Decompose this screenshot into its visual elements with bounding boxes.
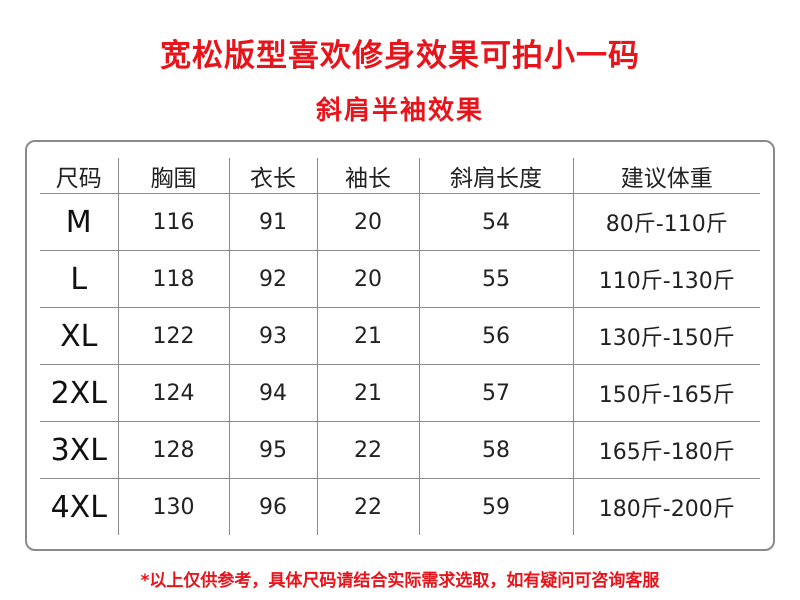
table-header-row: 尺码 胸围 衣长 袖长 斜肩长度 建议体重 xyxy=(40,158,760,194)
table-row: 3XL 128 95 22 58 165斤-180斤 xyxy=(40,421,760,479)
cell-chest: 130 xyxy=(117,478,229,535)
cell-sleeve: 20 xyxy=(316,250,419,308)
cell-length: 96 xyxy=(228,478,317,535)
cell-size: L xyxy=(40,250,118,308)
cell-shoulder: 59 xyxy=(418,478,573,535)
cell-sleeve: 21 xyxy=(316,364,419,422)
size-chart-frame xyxy=(25,140,775,551)
cell-shoulder: 56 xyxy=(418,307,573,365)
header-weight: 建议体重 xyxy=(572,158,760,194)
cell-length: 93 xyxy=(228,307,317,365)
cell-weight: 80斤-110斤 xyxy=(572,193,760,251)
cell-shoulder: 55 xyxy=(418,250,573,308)
cell-sleeve: 22 xyxy=(316,421,419,479)
cell-sleeve: 20 xyxy=(316,193,419,251)
table-row: XL 122 93 21 56 130斤-150斤 xyxy=(40,307,760,365)
cell-chest: 116 xyxy=(117,193,229,251)
page-subtitle: 斜肩半袖效果 xyxy=(315,96,484,126)
cell-length: 91 xyxy=(228,193,317,251)
cell-shoulder: 58 xyxy=(418,421,573,479)
cell-length: 92 xyxy=(228,250,317,308)
table-row: L 118 92 20 55 110斤-130斤 xyxy=(40,250,760,308)
cell-chest: 118 xyxy=(117,250,229,308)
cell-chest: 122 xyxy=(117,307,229,365)
disclaimer-note: *以上仅供参考，具体尺码请结合实际需求选取，如有疑问可咨询客服 xyxy=(140,571,660,591)
page-title: 宽松版型喜欢修身效果可拍小一码 xyxy=(160,38,640,74)
cell-weight: 110斤-130斤 xyxy=(572,250,760,308)
header-shoulder: 斜肩长度 xyxy=(418,158,573,194)
cell-weight: 150斤-165斤 xyxy=(572,364,760,422)
size-chart-table: 尺码 胸围 衣长 袖长 斜肩长度 建议体重 M 116 91 20 54 80斤-110斤… xyxy=(40,158,760,535)
table-row: M 116 91 20 54 80斤-110斤 xyxy=(40,193,760,251)
header-chest: 胸围 xyxy=(117,158,229,194)
header-size: 尺码 xyxy=(40,158,118,194)
cell-size: XL xyxy=(40,307,118,365)
cell-chest: 128 xyxy=(117,421,229,479)
cell-size: 4XL xyxy=(40,478,118,535)
cell-sleeve: 22 xyxy=(316,478,419,535)
cell-size: M xyxy=(65,204,92,240)
cell-sleeve: 21 xyxy=(316,307,419,365)
cell-length: 94 xyxy=(228,364,317,422)
table-row: 4XL 130 96 22 59 180斤-200斤 xyxy=(40,478,760,535)
table-row: 2XL 124 94 21 57 150斤-165斤 xyxy=(40,364,760,422)
cell-shoulder: 57 xyxy=(418,364,573,422)
cell-size: 2XL xyxy=(40,364,118,422)
header-length: 衣长 xyxy=(228,158,317,194)
cell-chest: 124 xyxy=(117,364,229,422)
cell-weight: 130斤-150斤 xyxy=(572,307,760,365)
cell-weight: 165斤-180斤 xyxy=(572,421,760,479)
cell-size: 3XL xyxy=(40,421,118,479)
cell-shoulder: 54 xyxy=(418,193,573,251)
cell-length: 95 xyxy=(228,421,317,479)
cell-weight: 180斤-200斤 xyxy=(572,478,760,535)
header-sleeve: 袖长 xyxy=(316,158,419,194)
